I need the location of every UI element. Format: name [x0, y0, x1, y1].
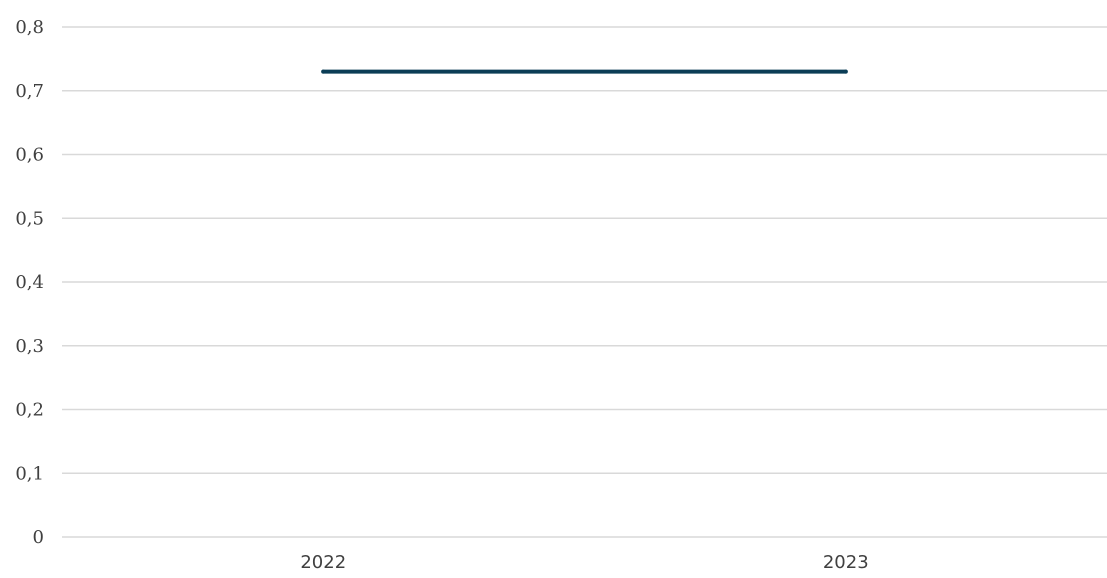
data-point	[321, 69, 326, 74]
y-tick-label: 0,8	[15, 17, 44, 38]
y-axis-tick-labels: 0 0,1 0,2 0,3 0,4 0,5 0,6 0,7 0,8	[15, 17, 44, 548]
x-axis-tick-labels: 2022 2023	[300, 552, 868, 573]
x-tick-label: 2022	[300, 552, 346, 573]
y-tick-label: 0,1	[15, 463, 44, 484]
series-layer	[321, 69, 848, 74]
y-tick-label: 0,7	[15, 81, 44, 102]
y-tick-label: 0,5	[15, 208, 44, 229]
y-tick-label: 0	[33, 527, 44, 548]
y-tick-label: 0,4	[15, 272, 44, 293]
y-tick-label: 0,2	[15, 400, 44, 421]
data-point	[843, 69, 848, 74]
grid-lines	[62, 26, 1107, 538]
y-tick-label: 0,3	[15, 336, 44, 357]
x-tick-label: 2023	[823, 552, 869, 573]
y-tick-label: 0,6	[15, 145, 44, 166]
